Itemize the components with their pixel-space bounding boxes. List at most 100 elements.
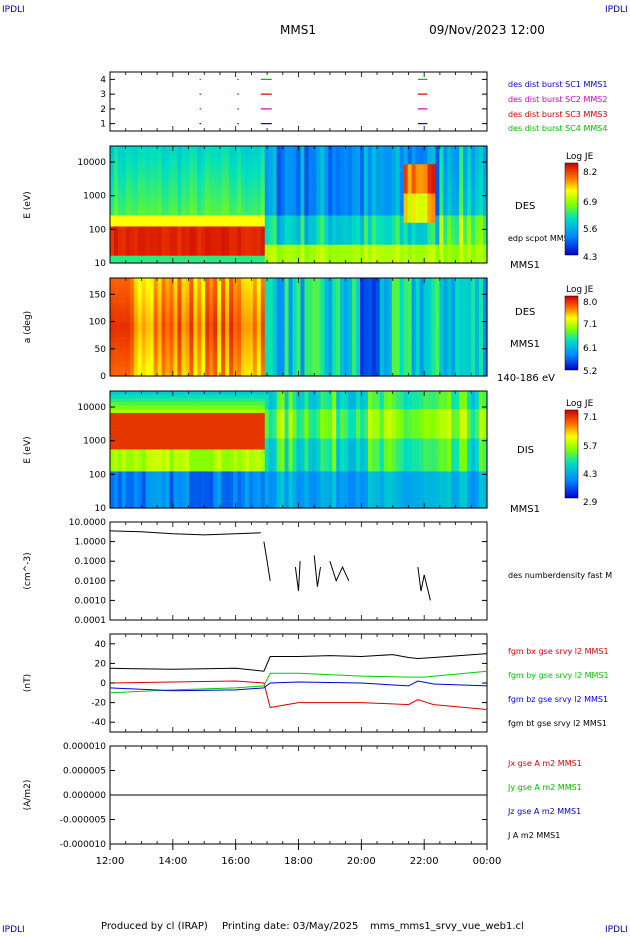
heat-cell (404, 317, 409, 323)
heat-cell (412, 347, 417, 353)
heat-cell (162, 157, 167, 161)
heat-cell (384, 161, 389, 165)
heat-cell (384, 361, 389, 367)
heat-cell (201, 161, 206, 165)
heat-cell (340, 332, 345, 338)
heat-cell (324, 337, 329, 343)
heat-cell (416, 153, 421, 157)
heat-cell (435, 256, 440, 260)
heat-cell (435, 208, 440, 212)
heat-cell (197, 197, 202, 201)
heat-cell (344, 366, 349, 372)
heat-cell (142, 245, 147, 249)
heat-cell (408, 215, 413, 219)
heat-cell (158, 352, 163, 358)
heat-cell (447, 205, 452, 209)
heat-cell (396, 164, 401, 168)
heat-cell (455, 226, 460, 230)
heat-cell (265, 322, 270, 328)
heat-cell (289, 248, 294, 252)
heat-cell (348, 356, 353, 362)
heat-cell (451, 327, 456, 333)
heat-cell (158, 337, 163, 343)
heat-cell (269, 366, 274, 372)
heat-cell (225, 283, 230, 289)
heat-cell (348, 298, 353, 304)
heat-cell (142, 283, 147, 289)
heat-cell (114, 153, 119, 157)
heat-cell (408, 205, 413, 209)
heat-cell (265, 252, 270, 256)
heat-cell (201, 283, 206, 289)
heat-cell (463, 168, 468, 172)
heat-cell (416, 164, 421, 168)
heat-cell (451, 212, 456, 216)
heat-cell (447, 234, 452, 238)
heat-cell (245, 179, 250, 183)
heat-cell (308, 150, 313, 154)
heat-cell (447, 317, 452, 323)
heat-cell (368, 248, 373, 252)
heat-cell (308, 226, 313, 230)
heat-cell (396, 219, 401, 223)
heat-cell (312, 278, 317, 284)
heat-cell (261, 190, 266, 194)
heat-cell (467, 212, 472, 216)
heat-cell (118, 283, 123, 289)
heat-cell (475, 322, 480, 328)
heat-cell (297, 157, 302, 161)
heat-cell (233, 175, 238, 179)
heat-cell (376, 347, 381, 353)
heat-cell (213, 223, 218, 227)
heat-cell (185, 215, 190, 219)
heat-cell (431, 175, 436, 179)
heat-cell (392, 366, 397, 372)
heat-cell (130, 342, 135, 348)
heat-cell (344, 241, 349, 245)
heat-cell (300, 278, 305, 284)
heat-cell (265, 307, 270, 313)
heat-cell (146, 172, 151, 176)
heat-cell (134, 212, 139, 216)
heat-cell (388, 288, 393, 294)
heat-cell (455, 332, 460, 338)
heat-cell (336, 337, 341, 343)
heat-cell (289, 175, 294, 179)
heat-cell (368, 361, 373, 367)
heat-cell (332, 223, 337, 227)
heat-cell (177, 303, 182, 309)
heat-cell (138, 183, 143, 187)
heat-cell (356, 153, 361, 157)
heat-cell (154, 327, 159, 333)
heat-cell (300, 205, 305, 209)
heat-cell (364, 347, 369, 353)
heat-cell (308, 172, 313, 176)
heat-cell (241, 230, 246, 234)
heat-cell (229, 168, 234, 172)
heat-cell (431, 322, 436, 328)
heat-cell (213, 327, 218, 333)
heat-cell (348, 197, 353, 201)
heat-cell (237, 194, 242, 198)
heat-cell (281, 226, 286, 230)
heat-cell (142, 215, 147, 219)
heat-cell (150, 356, 155, 362)
heat-cell (217, 215, 222, 219)
heat-cell (360, 153, 365, 157)
heat-cell (134, 190, 139, 194)
heat-cell (285, 307, 290, 313)
heat-cell (237, 293, 242, 299)
heat-cell (400, 352, 405, 358)
heat-cell (348, 161, 353, 165)
heat-cell (241, 201, 246, 205)
heat-cell (285, 146, 290, 150)
heat-cell (177, 298, 182, 304)
heat-cell (257, 248, 262, 252)
heat-cell (320, 179, 325, 183)
heat-cell (146, 256, 151, 260)
heat-cell (479, 234, 484, 238)
heat-cell (134, 361, 139, 367)
heat-cell (427, 230, 432, 234)
heat-cell (225, 307, 230, 313)
heat-cell (324, 153, 329, 157)
